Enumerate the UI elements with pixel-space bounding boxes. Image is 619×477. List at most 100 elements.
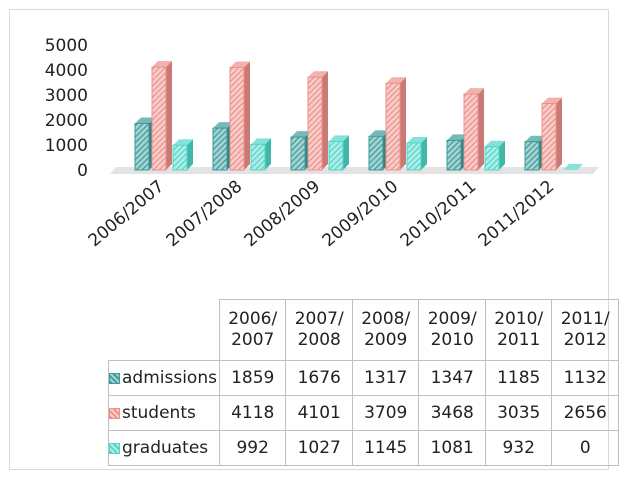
bar-top <box>213 122 233 129</box>
bar-side <box>166 61 172 170</box>
table-header: 2006/2007 <box>218 299 287 361</box>
bar-top <box>464 88 484 95</box>
bar-front <box>250 143 266 171</box>
table-cell: 1185 <box>484 360 553 396</box>
bar <box>328 135 349 171</box>
table-cell: 3468 <box>418 395 486 431</box>
x-tick-label: 2007/2008 <box>163 177 247 252</box>
bar-side <box>343 135 349 170</box>
bar-top <box>251 138 271 145</box>
table-header: 2011/2012 <box>551 299 619 361</box>
bar-front <box>385 82 401 171</box>
table-row: students 4118 4101 3709 3468 3035 2656 <box>108 395 619 431</box>
table-row-label: students <box>108 395 220 431</box>
legend-label: graduates <box>122 437 209 458</box>
table-cell: 1347 <box>418 360 486 396</box>
x-tick-label: 2011/2012 <box>475 177 559 252</box>
table-header: 2007/2008 <box>285 299 353 361</box>
x-tick-label: 2009/2010 <box>319 177 403 252</box>
bar-top <box>407 136 427 143</box>
bar-top <box>308 71 328 78</box>
bar-side <box>421 136 427 170</box>
table-corner <box>108 299 220 361</box>
legend-label: admissions <box>122 367 217 388</box>
bar-top <box>542 97 562 104</box>
bar-top <box>525 135 545 142</box>
bar-side <box>265 138 271 170</box>
bar <box>385 77 406 171</box>
legend-key <box>109 372 120 384</box>
bar-front <box>134 123 150 171</box>
legend-key <box>109 442 120 454</box>
bar-front <box>406 142 422 171</box>
bar-side <box>499 140 505 170</box>
bar-front <box>307 76 323 171</box>
legend-label: students <box>122 402 196 423</box>
table-cell: 0 <box>551 430 619 466</box>
y-tick-label: 2000 <box>45 111 88 131</box>
bar-side <box>244 61 250 170</box>
chart-frame <box>9 9 609 470</box>
bar <box>541 97 562 171</box>
bar <box>307 71 328 171</box>
table-header: 2008/2009 <box>351 299 420 361</box>
bar-front <box>368 135 384 171</box>
bar <box>463 88 484 171</box>
table-row-label: admissions <box>108 360 220 396</box>
bar-front <box>229 66 245 171</box>
table-cell: 992 <box>218 430 287 466</box>
bar-top <box>291 131 311 138</box>
bar-top <box>230 61 250 68</box>
table-cell: 3035 <box>484 395 553 431</box>
table-cell: 3709 <box>351 395 420 431</box>
bar <box>229 61 250 171</box>
table-header: 2010/2011 <box>484 299 553 361</box>
bar-top <box>369 130 389 137</box>
table-cell: 4101 <box>285 395 353 431</box>
table-cell: 932 <box>484 430 553 466</box>
bar-top <box>485 140 505 147</box>
legend-key <box>109 407 120 419</box>
bar-top <box>386 77 406 84</box>
bar-front <box>328 140 344 171</box>
bar-front <box>172 144 188 171</box>
x-tick-label: 2006/2007 <box>85 177 169 252</box>
bar-front <box>446 139 462 171</box>
bar-front <box>524 141 540 171</box>
y-tick-label: 5000 <box>45 36 88 56</box>
data-table: 2006/2007 2007/2008 2008/2009 2009/2010 2010… <box>108 299 619 466</box>
table-row: admissions 1859 1676 1317 1347 1185 1132 <box>108 360 619 396</box>
bar-side <box>556 97 562 170</box>
table-cell: 1676 <box>285 360 353 396</box>
bar-side <box>322 71 328 170</box>
table-cell: 4118 <box>218 395 287 431</box>
bar-top <box>173 139 193 146</box>
y-tick-label: 0 <box>77 161 88 181</box>
bar-top <box>563 164 583 170</box>
bar-side <box>400 77 406 170</box>
y-tick-label: 1000 <box>45 136 88 156</box>
bar-front <box>463 93 479 171</box>
table-cell: 1859 <box>218 360 287 396</box>
bar <box>563 164 583 170</box>
bar-top <box>135 117 155 124</box>
bar-front <box>290 136 306 171</box>
table-header-row: 2006/2007 2007/2008 2008/2009 2009/2010 2010… <box>108 299 619 361</box>
bar <box>406 136 427 171</box>
bar <box>172 139 193 171</box>
bar-top <box>152 61 172 68</box>
table-header: 2009/2010 <box>418 299 486 361</box>
bar-front <box>541 103 557 171</box>
bar-top <box>329 135 349 142</box>
y-tick-label: 4000 <box>45 61 88 81</box>
bar <box>250 138 271 171</box>
bar-front <box>151 66 167 171</box>
y-tick-label: 3000 <box>45 86 88 106</box>
table-cell: 1027 <box>285 430 353 466</box>
table-cell: 1317 <box>351 360 420 396</box>
bar-front <box>212 127 228 171</box>
bar-side <box>478 88 484 170</box>
x-tick-label: 2010/2011 <box>397 177 481 252</box>
